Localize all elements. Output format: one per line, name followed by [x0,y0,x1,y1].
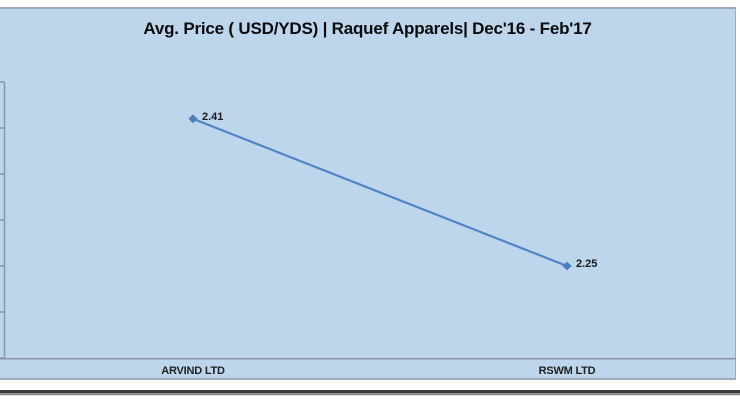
x-axis-label-rswm: RSWM LTD [538,365,596,377]
data-point-marker-1[interactable] [562,261,572,271]
x-axis-label-arvind: ARVIND LTD [161,365,225,377]
data-point-label-arvind: 2.41 [202,110,224,123]
bottom-rule-dark [0,390,740,393]
series-line [192,117,568,268]
bottom-rule-light [0,395,740,396]
data-point-marker-0[interactable] [188,114,198,124]
chart-area[interactable]: Avg. Price ( USD/YDS) | Raquef Apparels|… [0,7,736,380]
chart-title: Avg. Price ( USD/YDS) | Raquef Apparels|… [143,19,592,38]
plot-svg [0,81,736,360]
bottom-rule-gray [0,393,740,395]
data-point-label-rswm: 2.25 [576,258,598,270]
